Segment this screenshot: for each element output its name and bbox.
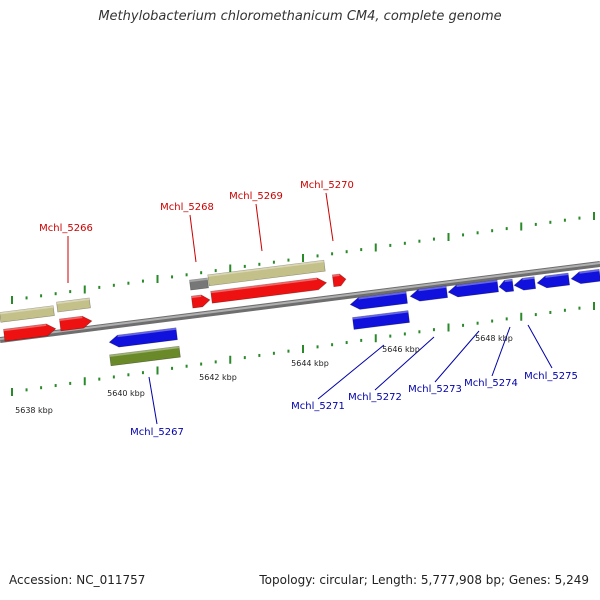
gene-blue-9-highlight — [352, 310, 409, 320]
gene-blue-3 — [409, 285, 448, 302]
gene-labels: Mchl_5266 Mchl_5268 Mchl_5269 Mchl_5270 Mchl… — [39, 180, 578, 438]
gene-blue-6 — [513, 276, 537, 291]
feature-tan-1-shape — [0, 305, 55, 323]
feature-track — [0, 259, 600, 367]
gene-blue-4-shape — [447, 279, 499, 298]
gene-red-3-highlight — [191, 294, 202, 299]
feature-tan-1 — [0, 305, 55, 323]
scale-label: 5640 kbp — [107, 389, 145, 398]
feature-gray-1 — [189, 277, 209, 291]
scale-label: 5644 kbp — [291, 359, 329, 368]
leader-line-reverse — [148, 376, 158, 425]
feature-tan-3-shape — [207, 259, 326, 287]
gene-label-reverse: Mchl_5272 — [348, 392, 402, 403]
feature-tan-3 — [207, 259, 326, 287]
gene-label-reverse: Mchl_5271 — [291, 401, 345, 412]
feature-tan-2 — [56, 297, 91, 313]
leader-line-forward — [189, 214, 197, 263]
gene-label-forward: Mchl_5268 — [160, 202, 214, 213]
scale-label: 5648 kbp — [475, 334, 513, 343]
gene-blue-9 — [352, 310, 410, 330]
feature-olive-1 — [109, 345, 181, 367]
gene-red-4-highlight — [210, 277, 318, 294]
gene-blue-8 — [570, 268, 600, 284]
scale-label: 5638 kbp — [15, 406, 53, 415]
gene-label-reverse: Mchl_5274 — [464, 378, 518, 389]
gene-label-forward: Mchl_5270 — [300, 180, 354, 191]
gene-red-2-shape — [59, 315, 93, 332]
gene-red-3 — [190, 294, 211, 309]
gene-blue-5-shape — [498, 278, 515, 293]
feature-tan-1-highlight — [0, 305, 54, 315]
map-title: Methylobacterium chloromethanicum CM4, c… — [98, 9, 502, 24]
gene-blue-2 — [349, 291, 408, 310]
feature-olive-1-shape — [109, 345, 181, 367]
lower-tick-row — [11, 302, 595, 396]
gene-red-2-highlight — [59, 316, 83, 322]
gene-blue-3-shape — [409, 285, 448, 302]
gene-blue-9-shape — [352, 310, 410, 330]
gene-red-3-shape — [190, 294, 211, 309]
gene-red-1-highlight — [3, 323, 47, 332]
gene-red-2 — [59, 315, 93, 332]
gene-label-reverse: Mchl_5267 — [130, 427, 184, 438]
gene-blue-4 — [447, 279, 499, 298]
feature-tan-2-highlight — [56, 297, 90, 305]
accession-text: Accession: NC_011757 — [9, 573, 146, 587]
gene-blue-2-highlight — [358, 291, 407, 300]
leader-line-forward — [255, 203, 263, 252]
gene-blue-3-highlight — [418, 285, 447, 292]
gene-red-4-shape — [210, 277, 328, 304]
gene-blue-6-shape — [513, 276, 537, 291]
gene-blue-5-highlight — [504, 279, 513, 283]
gene-blue-1 — [108, 327, 178, 348]
gene-label-forward: Mchl_5266 — [39, 223, 93, 234]
gene-red-5 — [331, 273, 347, 288]
gene-blue-1-shape — [108, 327, 178, 348]
feature-gray-1-shape — [189, 277, 209, 291]
gene-blue-1-highlight — [117, 327, 177, 338]
gene-label-forward: Mchl_5269 — [229, 191, 283, 202]
label-leader-lines — [67, 192, 553, 425]
upper-tick-row — [11, 212, 595, 304]
scale-labels: 5638 kbp 5640 kbp 5642 kbp 5644 kbp 5646 kbp… — [15, 334, 513, 415]
genome-backbone — [0, 261, 600, 343]
gene-blue-8-highlight — [579, 269, 600, 274]
gene-blue-5 — [498, 278, 515, 293]
gene-red-5-shape — [331, 273, 347, 288]
gene-red-5-highlight — [332, 273, 340, 277]
feature-tan-3-highlight — [207, 260, 325, 277]
leader-line-forward — [325, 192, 334, 242]
gene-blue-2-shape — [349, 291, 408, 310]
scale-label: 5642 kbp — [199, 373, 237, 382]
leader-line-reverse — [434, 330, 480, 383]
leader-line-reverse — [491, 326, 511, 377]
gene-blue-7-highlight — [545, 273, 569, 278]
gene-label-reverse: Mchl_5275 — [524, 371, 578, 382]
gene-blue-7-shape — [536, 272, 570, 289]
gene-blue-4-highlight — [456, 279, 498, 288]
leader-line-reverse — [317, 344, 385, 400]
leader-line-reverse — [374, 336, 435, 391]
scale-label: 5646 kbp — [382, 345, 420, 354]
gene-red-1-shape — [3, 323, 57, 342]
gene-red-1 — [3, 323, 57, 342]
feature-gray-1-highlight — [189, 277, 208, 283]
gene-label-reverse: Mchl_5273 — [408, 384, 462, 395]
gene-blue-6-highlight — [522, 276, 535, 281]
feature-tan-2-shape — [56, 297, 91, 313]
gene-red-4 — [210, 277, 328, 304]
genome-summary-text: Topology: circular; Length: 5,777,908 bp… — [259, 573, 589, 587]
leader-line-reverse — [527, 324, 553, 369]
gene-blue-7 — [536, 272, 570, 289]
feature-olive-1-highlight — [109, 346, 180, 357]
gene-blue-8-shape — [570, 268, 600, 284]
